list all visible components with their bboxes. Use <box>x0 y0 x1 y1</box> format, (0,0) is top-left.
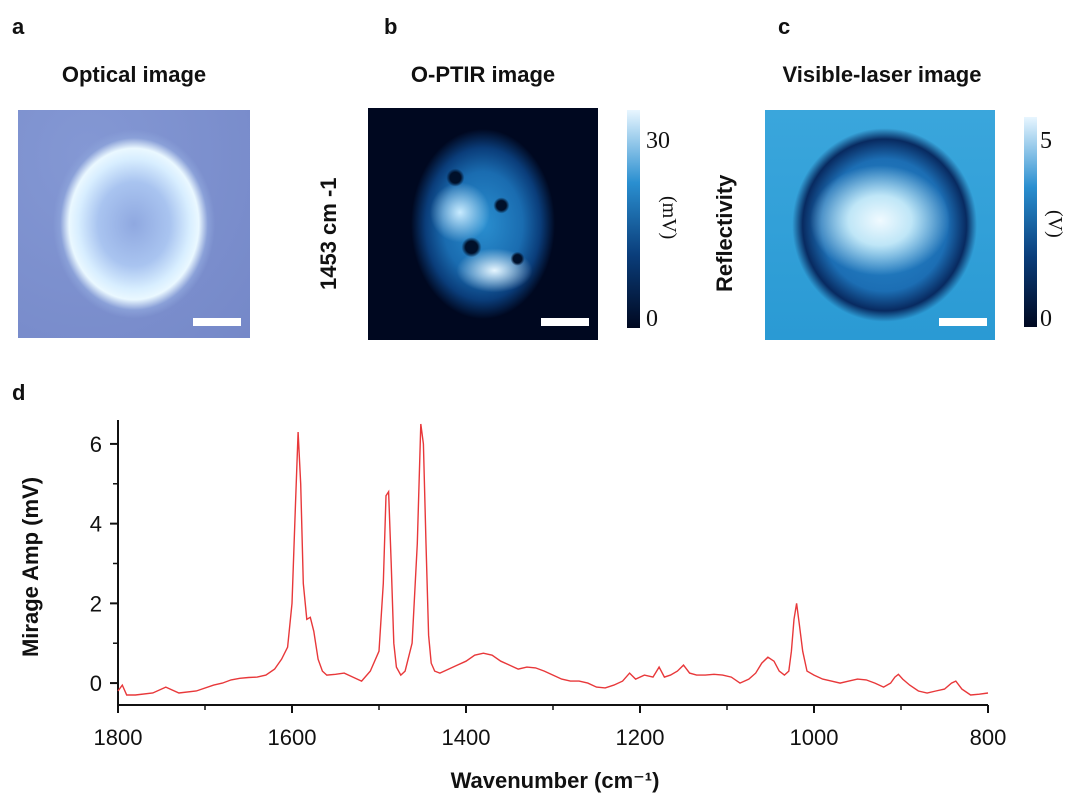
panel-label-d: d <box>12 380 26 405</box>
colorbar-b-max: 30 <box>646 128 670 154</box>
panel-label-a: a <box>12 14 25 39</box>
x-tick-label: 1600 <box>268 725 317 750</box>
chart-ticks: 1800 1600 1400 1200 1000 800 0 2 4 6 <box>90 432 1007 750</box>
panel-label-c: c <box>778 14 791 39</box>
scale-bar <box>541 318 589 326</box>
x-axis-title: Wavenumber (cm⁻¹) <box>451 768 660 793</box>
x-tick-label: 1800 <box>94 725 143 750</box>
o-ptir-image <box>368 108 598 340</box>
y-tick-label: 0 <box>90 671 102 696</box>
x-tick-label: 1200 <box>616 725 665 750</box>
x-tick-label: 1000 <box>790 725 839 750</box>
spectrum-line <box>117 423 989 696</box>
visible-laser-image-title: Visible-laser image <box>782 62 982 87</box>
colorbar-c-max: 5 <box>1040 128 1052 154</box>
colorbar-b <box>627 110 640 328</box>
optical-image-title: Optical image <box>61 62 207 87</box>
colorbar-b-min: 0 <box>646 306 658 332</box>
wavenumber-side-label: 1453 cm -1 <box>316 177 341 290</box>
visible-laser-image <box>765 110 995 340</box>
y-axis-title: Mirage Amp (mV) <box>18 477 43 657</box>
scale-bar <box>939 318 987 326</box>
reflectivity-side-label: Reflectivity <box>712 174 737 292</box>
colorbar-c-unit: (V) <box>1044 210 1066 238</box>
colorbar-c-min: 0 <box>1040 306 1052 332</box>
mirage-amp-spectrum-chart: 1800 1600 1400 1200 1000 800 0 2 4 6 Wavenumber (… <box>18 420 1007 793</box>
panel-label-b: b <box>384 14 398 39</box>
y-tick-label: 6 <box>90 432 102 457</box>
chart-axes <box>117 420 988 706</box>
colorbar-b-unit: (mV) <box>658 196 680 240</box>
y-tick-label: 4 <box>90 512 102 537</box>
optical-image <box>18 110 250 338</box>
scale-bar <box>193 318 241 326</box>
x-tick-label: 800 <box>970 725 1007 750</box>
y-tick-label: 2 <box>90 591 102 616</box>
x-tick-label: 1400 <box>442 725 491 750</box>
colorbar-c <box>1024 117 1037 327</box>
optical-ptir-image-title: O-PTIR image <box>410 62 556 87</box>
